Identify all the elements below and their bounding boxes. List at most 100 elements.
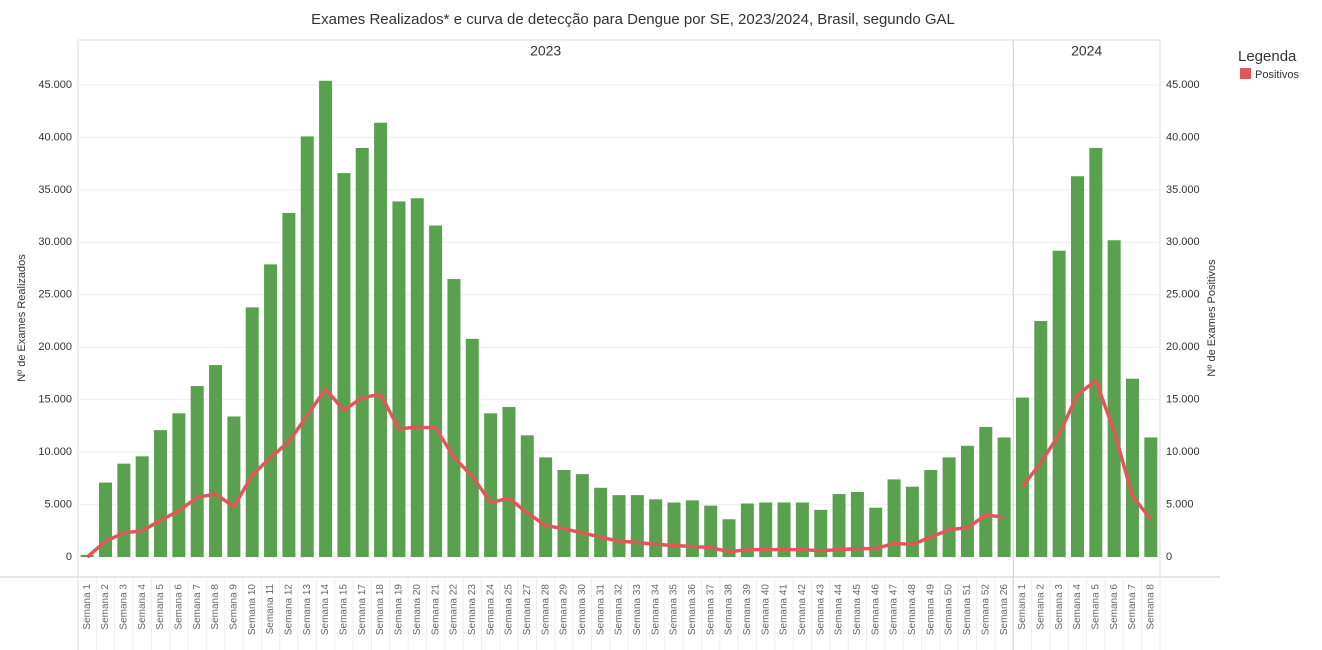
y-tick-label: 5.000 <box>44 498 72 510</box>
x-tick-label: Semana 9 <box>229 584 240 630</box>
chart-title: Exames Realizados* e curva de detecção p… <box>311 11 955 28</box>
x-tick-label: Semana 45 <box>852 584 863 636</box>
x-tick-label: Semana 5 <box>155 584 166 630</box>
x-tick-label: Semana 47 <box>889 584 900 636</box>
y2-tick-label: 30.000 <box>1166 236 1200 248</box>
x-tick-label: Semana 43 <box>815 584 826 636</box>
bar <box>1070 176 1084 558</box>
x-tick-label: Semana 23 <box>467 584 478 636</box>
line <box>86 387 1005 559</box>
x-tick-label: Semana 48 <box>907 584 918 636</box>
y2-tick-label: 25.000 <box>1166 289 1200 301</box>
x-tick-label: Semana 39 <box>742 584 753 636</box>
x-tick-label: Semana 51 <box>962 584 973 636</box>
y2-tick-label: 15.000 <box>1166 394 1200 406</box>
x-tick-label: Semana 3 <box>1054 584 1065 630</box>
x-tick-label: Semana 8 <box>1145 584 1156 630</box>
bar <box>979 426 993 558</box>
bar <box>135 456 149 558</box>
bar <box>245 307 259 558</box>
legend-label: Positivos <box>1255 69 1300 81</box>
y-tick-label: 35.000 <box>38 184 72 196</box>
x-tick-label: Semana 4 <box>1072 584 1083 630</box>
bar <box>1034 321 1048 558</box>
bar <box>704 505 718 558</box>
bar <box>777 502 791 558</box>
y-tick-label: 10.000 <box>38 446 72 458</box>
y2-tick-label: 20.000 <box>1166 341 1200 353</box>
bar <box>612 495 626 558</box>
bar <box>960 445 974 558</box>
bar <box>319 80 333 558</box>
x-tick-label: Semana 6 <box>1109 584 1120 630</box>
x-tick-label: Semana 31 <box>595 584 606 636</box>
bar <box>722 519 736 558</box>
y-tick-label: 45.000 <box>38 79 72 91</box>
x-tick-label: Semana 28 <box>540 584 551 636</box>
x-tick-label: Semana 40 <box>760 584 771 636</box>
bar <box>905 486 919 558</box>
bar <box>209 365 223 558</box>
y2-axis-label: Nº de Exames Positivos <box>1206 259 1218 377</box>
bar <box>190 386 204 558</box>
y2-tick-label: 0 <box>1166 551 1172 563</box>
bar <box>484 413 498 558</box>
bar <box>685 500 699 558</box>
x-tick-label: Semana 49 <box>925 584 936 636</box>
y-tick-label: 20.000 <box>38 341 72 353</box>
bar <box>557 469 571 558</box>
x-tick-label: Semana 6 <box>174 584 185 630</box>
x-tick-label: Semana 25 <box>504 584 515 636</box>
x-tick-label: Semana 4 <box>137 584 148 630</box>
x-tick-label: Semana 12 <box>284 584 295 636</box>
bar <box>795 502 809 558</box>
x-tick-label: Semana 34 <box>650 584 661 636</box>
bar <box>1015 397 1029 558</box>
panel-header: 2023 <box>530 43 561 59</box>
bar <box>264 264 278 558</box>
bar <box>1089 147 1103 558</box>
y-tick-label: 30.000 <box>38 236 72 248</box>
bar <box>759 502 773 558</box>
x-tick-label: Semana 7 <box>192 584 203 630</box>
legend-swatch <box>1240 68 1251 79</box>
bar <box>1052 250 1066 558</box>
x-tick-label: Semana 7 <box>1127 584 1138 630</box>
bar <box>465 338 479 558</box>
x-tick-label: Semana 17 <box>357 584 368 636</box>
x-tick-label: Semana 36 <box>687 584 698 636</box>
bar <box>282 212 296 558</box>
x-tick-label: Semana 3 <box>118 584 129 630</box>
x-tick-label: Semana 2 <box>1035 584 1046 630</box>
bar <box>117 463 131 558</box>
bar <box>172 413 186 558</box>
bar <box>410 198 424 558</box>
x-tick-label: Semana 41 <box>779 584 790 636</box>
legend-title: Legenda <box>1238 48 1297 65</box>
x-tick-label: Semana 13 <box>302 584 313 636</box>
bar <box>355 147 369 558</box>
x-tick-label: Semana 15 <box>339 584 350 636</box>
bar <box>1144 437 1158 558</box>
bar <box>392 201 406 558</box>
bar <box>924 469 938 558</box>
y2-tick-label: 40.000 <box>1166 131 1200 143</box>
x-tick-label: Semana 5 <box>1090 584 1101 630</box>
x-tick-label: Semana 26 <box>999 584 1010 636</box>
y-tick-label: 25.000 <box>38 289 72 301</box>
bar <box>300 136 314 558</box>
bar <box>227 416 241 558</box>
x-tick-label: Semana 1 <box>82 584 93 630</box>
bar <box>594 487 608 558</box>
bar <box>832 494 846 558</box>
x-tick-label: Semana 50 <box>944 584 955 636</box>
bar <box>997 437 1011 558</box>
x-tick-label: Semana 19 <box>394 584 405 636</box>
x-tick-label: Semana 14 <box>320 584 331 636</box>
bar <box>869 507 883 558</box>
x-tick-label: Semana 42 <box>797 584 808 636</box>
bar <box>575 474 589 558</box>
bar <box>649 499 663 558</box>
x-tick-label: Semana 27 <box>522 584 533 636</box>
